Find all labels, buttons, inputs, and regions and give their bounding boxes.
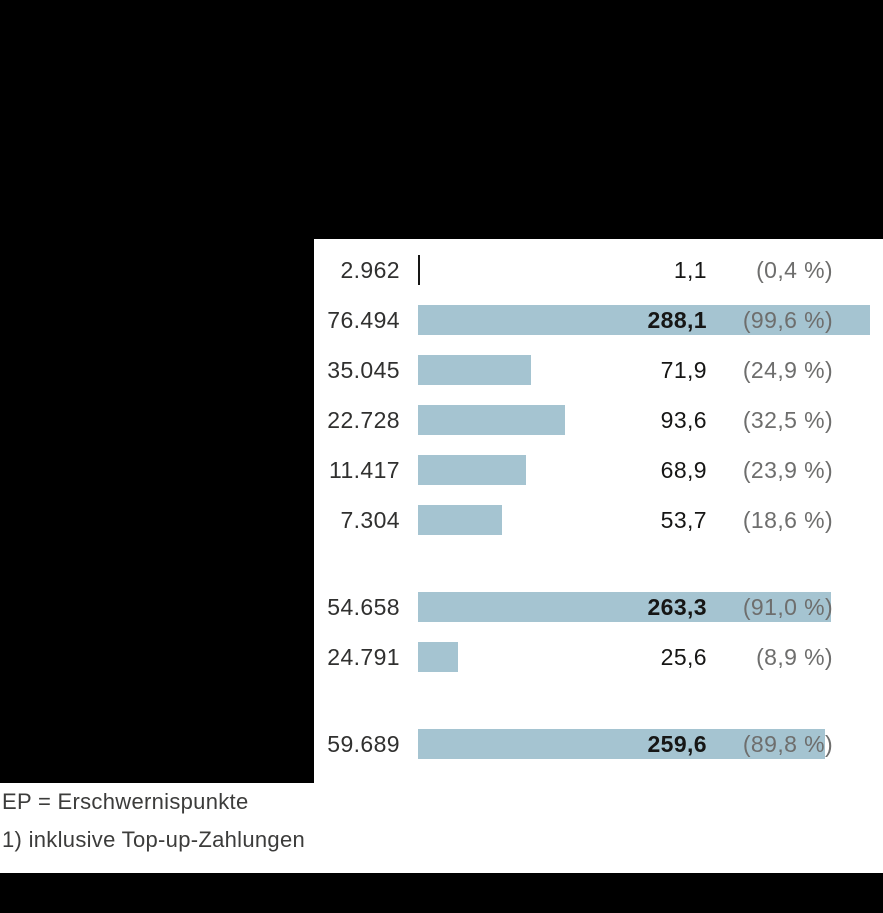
value-label: 25,6 [660, 644, 707, 670]
category-label-block [0, 239, 314, 783]
value-label: 1,1 [673, 257, 707, 283]
percent-label: (99,6 %) [742, 307, 833, 333]
percent-label: (23,9 %) [742, 457, 833, 483]
value-label: 53,7 [660, 507, 707, 533]
ep-count-label: 24.791 [327, 644, 400, 670]
bar [418, 405, 565, 435]
value-label: 71,9 [660, 357, 707, 383]
bar [418, 505, 503, 535]
ep-count-label: 54.658 [327, 594, 400, 620]
value-label: 288,1 [647, 307, 707, 333]
bar [418, 592, 832, 622]
chart-row: 7.304 53,7 (18,6 %) [0, 505, 883, 535]
ep-count-label: 59.689 [327, 731, 400, 757]
ep-count-label: 7.304 [340, 507, 400, 533]
percent-label: (8,9 %) [756, 644, 833, 670]
chart-row: 2.962 1,1 (0,4 %) [0, 255, 883, 285]
chart-row: 11.417 68,9 (23,9 %) [0, 455, 883, 485]
bar [418, 455, 527, 485]
ep-count-label: 2.962 [340, 257, 400, 283]
percent-label: (0,4 %) [756, 257, 833, 283]
value-label: 93,6 [660, 407, 707, 433]
value-label: 259,6 [647, 731, 707, 757]
ep-count-label: 11.417 [328, 457, 400, 483]
value-label: 68,9 [660, 457, 707, 483]
ep-count-label: 22.728 [327, 407, 400, 433]
footnote-ep-definition: EP = Erschwernispunkte [2, 789, 249, 814]
percent-label: (89,8 %) [742, 731, 833, 757]
chart-row: 22.728 93,6 (32,5 %) [0, 405, 883, 435]
percent-label: (24,9 %) [742, 357, 833, 383]
value-label: 263,3 [647, 594, 707, 620]
chart-row: 59.689 259,6 (89,8 %) [0, 729, 883, 759]
chart-row: 35.045 71,9 (24,9 %) [0, 355, 883, 385]
bar [418, 355, 531, 385]
footnote-top-up: 1) inklusive Top-up-Zahlungen [2, 827, 306, 852]
bar [418, 729, 826, 759]
chart-row: 24.791 25,6 (8,9 %) [0, 642, 883, 672]
footer-bar [0, 873, 883, 913]
ep-count-label: 76.494 [327, 307, 400, 333]
chart-row: 76.494 288,1 (99,6 %) [0, 305, 883, 335]
bar [418, 642, 459, 672]
percent-label: (18,6 %) [742, 507, 833, 533]
percent-label: (32,5 %) [742, 407, 833, 433]
title-block [0, 0, 883, 239]
percent-label: (91,0 %) [742, 594, 833, 620]
ep-count-label: 35.045 [327, 357, 400, 383]
chart-row: 54.658 263,3 (91,0 %) [0, 592, 883, 622]
bar [418, 255, 420, 285]
bar [418, 305, 870, 335]
